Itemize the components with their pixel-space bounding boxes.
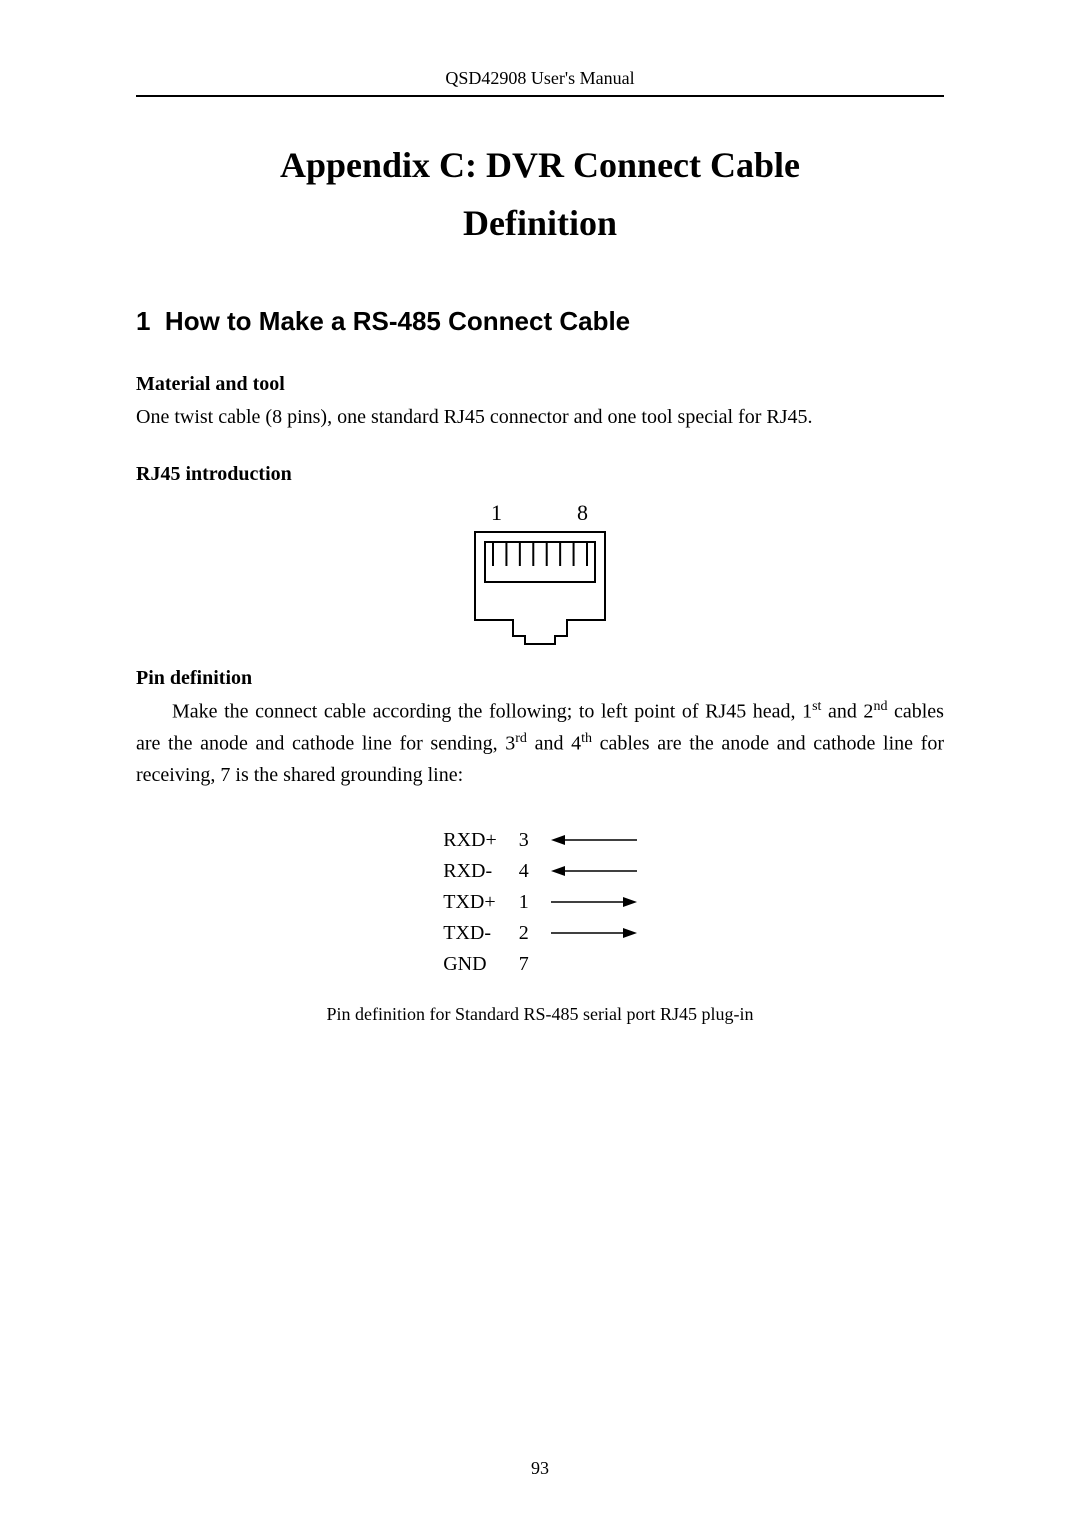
appendix-title-line2: Definition xyxy=(463,203,617,243)
pin-row: TXD- 2 xyxy=(439,922,641,945)
section-number: 1 xyxy=(136,306,150,336)
page-number: 93 xyxy=(0,1458,1080,1479)
pin-signal: RXD+ xyxy=(439,829,501,852)
pin-row: TXD+ 1 xyxy=(439,891,641,914)
running-header: QSD42908 User's Manual xyxy=(136,68,944,89)
pin-number: 3 xyxy=(515,829,533,852)
pin-signal: GND xyxy=(439,953,501,976)
pin-def-heading: Pin definition xyxy=(136,667,944,690)
section-heading-text: How to Make a RS-485 Connect Cable xyxy=(165,306,630,336)
material-text: One twist cable (8 pins), one standard R… xyxy=(136,402,944,433)
pin-row: RXD- 4 xyxy=(439,860,641,883)
pin-signal: TXD- xyxy=(439,922,501,945)
pin-arrow xyxy=(547,829,641,852)
pin-number: 2 xyxy=(515,922,533,945)
pin-arrow xyxy=(547,922,641,945)
pin-signal: TXD+ xyxy=(439,891,501,914)
section-heading: 1 How to Make a RS-485 Connect Cable xyxy=(136,306,944,337)
page: QSD42908 User's Manual Appendix C: DVR C… xyxy=(0,0,1080,1527)
rj45-connector-icon: 18 xyxy=(455,496,625,646)
pin-def-paragraph: Make the connect cable according the fol… xyxy=(136,696,944,790)
pin-arrow xyxy=(547,891,641,914)
svg-text:1: 1 xyxy=(491,500,502,525)
header-rule xyxy=(136,95,944,97)
pin-number: 1 xyxy=(515,891,533,914)
pin-table-wrap: RXD+ 3 RXD- 4 TXD+ 1 TXD- 2 GND 7 xyxy=(136,821,944,984)
appendix-title: Appendix C: DVR Connect Cable Definition xyxy=(136,137,944,252)
pin-def-caption: Pin definition for Standard RS-485 seria… xyxy=(136,1004,944,1025)
pin-arrow xyxy=(547,953,641,976)
rj45-diagram: 18 xyxy=(136,496,944,651)
pin-number: 7 xyxy=(515,953,533,976)
pin-row: RXD+ 3 xyxy=(439,829,641,852)
appendix-title-line1: Appendix C: DVR Connect Cable xyxy=(280,145,800,185)
rj45-intro-heading: RJ45 introduction xyxy=(136,463,944,486)
pin-number: 4 xyxy=(515,860,533,883)
pin-table: RXD+ 3 RXD- 4 TXD+ 1 TXD- 2 GND 7 xyxy=(425,821,655,984)
material-heading: Material and tool xyxy=(136,373,944,396)
pin-row: GND 7 xyxy=(439,953,641,976)
pin-signal: RXD- xyxy=(439,860,501,883)
pin-arrow xyxy=(547,860,641,883)
svg-text:8: 8 xyxy=(577,500,588,525)
